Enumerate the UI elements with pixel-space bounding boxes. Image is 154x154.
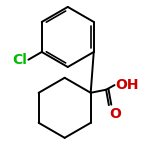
Text: OH: OH xyxy=(115,78,138,92)
Text: Cl: Cl xyxy=(12,53,27,67)
Text: O: O xyxy=(110,107,122,121)
